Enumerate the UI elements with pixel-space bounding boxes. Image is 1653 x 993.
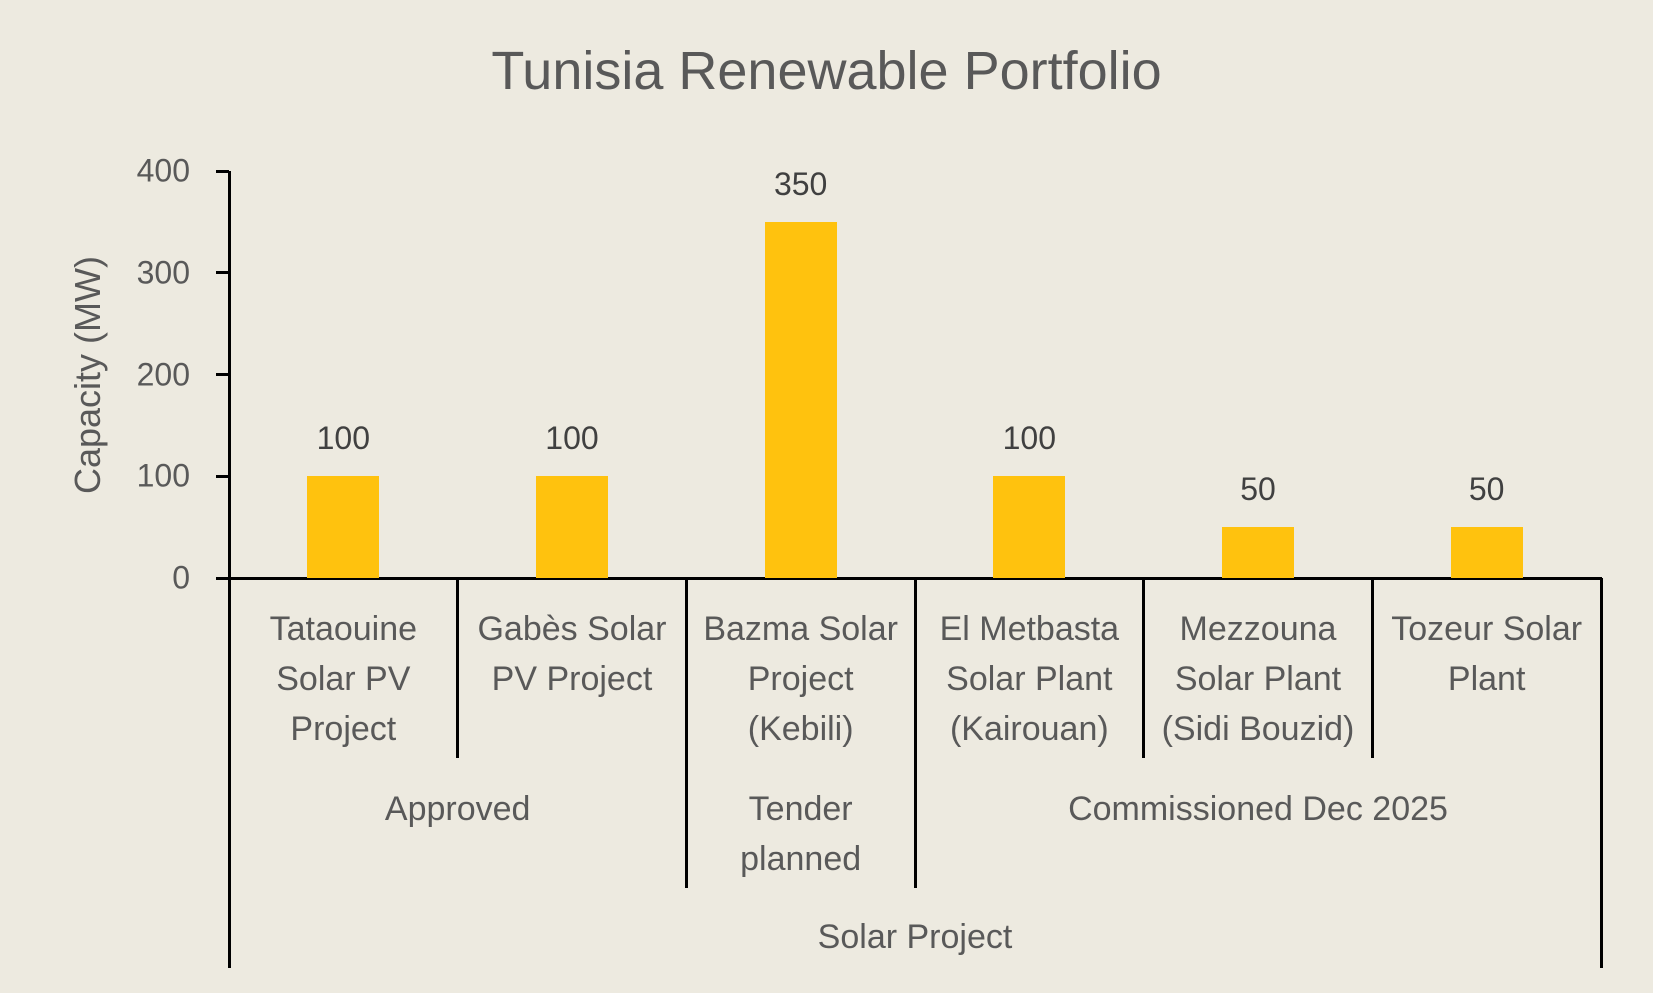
y-tick-mark [216, 373, 229, 376]
category-label: Bazma Solar Project (Kebili) [703, 610, 898, 748]
data-label: 50 [1240, 471, 1276, 508]
data-label: 100 [1002, 420, 1057, 457]
category-label: Gabès Solar PV Project [477, 610, 667, 698]
category-divider [456, 578, 460, 758]
category-divider [1370, 578, 1374, 758]
category-label: El Metbasta Solar Plant (Kairouan) [939, 610, 1120, 748]
chart-title: Tunisia Renewable Portfolio [491, 41, 1162, 101]
y-tick-mark [216, 474, 229, 478]
group-label: Tender planned [740, 790, 862, 878]
y-axis-line [227, 171, 231, 578]
y-tick-mark [216, 169, 229, 173]
category-divider [1142, 578, 1146, 758]
bar [536, 476, 608, 578]
data-label: 100 [316, 420, 371, 457]
bar [764, 221, 837, 578]
bar [993, 476, 1066, 578]
category-label: Tozeur Solar Plant [1391, 610, 1583, 698]
bar [1222, 527, 1294, 578]
x-axis-label: Solar Project [817, 918, 1013, 956]
category-divider [684, 578, 688, 888]
y-tick-mark [216, 271, 229, 275]
category-divider [913, 578, 917, 888]
data-label: 350 [773, 165, 828, 202]
data-label: 50 [1468, 471, 1505, 508]
axis-outer-right [1599, 578, 1603, 968]
category-label: Mezzouna Solar Plant (Sidi Bouzid) [1161, 610, 1355, 748]
group-label: Commissioned Dec 2025 [1068, 790, 1448, 828]
bar [1450, 527, 1523, 578]
y-tick-label: 400 [136, 152, 190, 189]
x-axis-line [216, 576, 1602, 580]
category-label: Tataouine Solar PV Project [269, 610, 418, 748]
y-tick-label: 200 [136, 356, 190, 392]
group-label: Approved [384, 790, 531, 828]
y-tick-label: 300 [136, 254, 190, 291]
y-tick-label: 0 [172, 559, 190, 596]
axis-outer-left [227, 578, 231, 968]
bar [307, 476, 380, 578]
y-tick-label: 100 [136, 457, 190, 494]
data-label: 100 [545, 420, 599, 457]
